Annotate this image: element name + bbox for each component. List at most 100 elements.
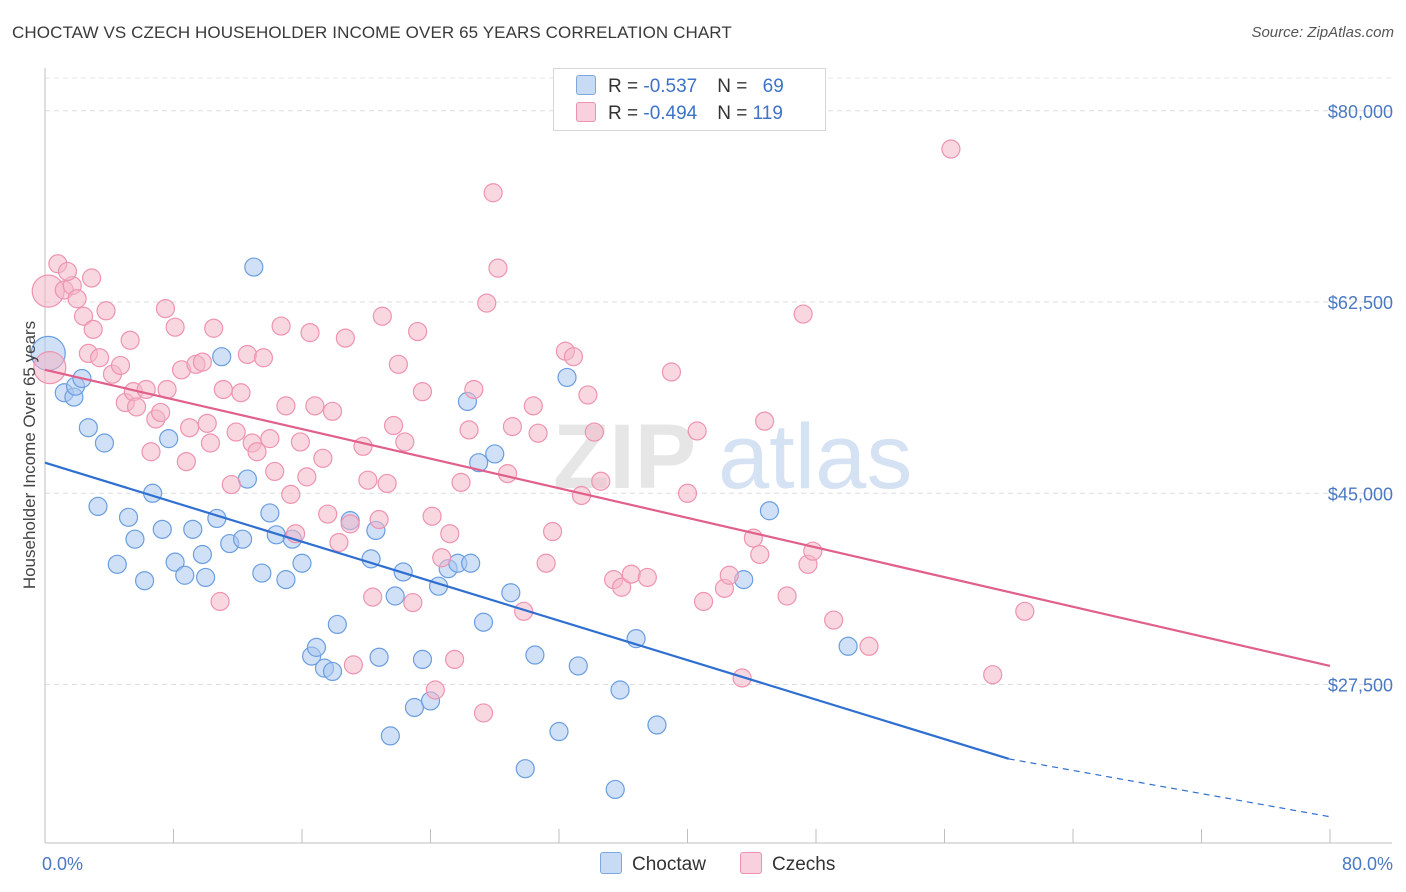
point-choctaw	[252, 563, 272, 583]
point-czechs	[343, 655, 363, 675]
point-choctaw	[107, 554, 127, 574]
point-choctaw	[292, 553, 312, 573]
point-czechs	[750, 544, 770, 565]
point-czechs	[179, 418, 200, 438]
point-czechs	[136, 379, 156, 400]
point-czechs	[637, 567, 657, 588]
point-choctaw	[469, 453, 489, 473]
point-czechs	[265, 461, 285, 482]
point-czechs	[200, 433, 221, 453]
point-choctaw	[165, 552, 185, 572]
point-czechs	[432, 548, 452, 568]
point-czechs	[96, 301, 116, 321]
point-czechs	[120, 330, 140, 350]
point-czechs	[155, 298, 176, 319]
point-czechs	[483, 183, 503, 203]
point-czechs	[498, 464, 518, 484]
point-choctaw	[306, 637, 327, 657]
x-tick-label: 0.0%	[42, 854, 83, 874]
point-choctaw	[549, 721, 569, 742]
point-czechs	[425, 680, 445, 700]
point-czechs	[57, 261, 78, 282]
point-choctaw	[78, 418, 98, 438]
point-choctaw	[192, 544, 213, 565]
point-choctaw	[412, 649, 433, 670]
point-czechs	[90, 348, 110, 368]
point-czechs	[584, 422, 604, 442]
bottom-legend-label-choctaw: Choctaw	[632, 854, 706, 875]
point-choctaw	[237, 469, 257, 489]
legend-n-value: 119	[752, 103, 783, 124]
x-tick-labels: 0.0% 80.0%	[42, 854, 1393, 874]
point-choctaw	[183, 519, 203, 539]
bottom-legend-swatch-czechs	[740, 852, 762, 874]
point-czechs	[477, 293, 497, 313]
legend-swatch-choctaw	[576, 75, 596, 95]
y-tick-label: $80,000	[1328, 102, 1393, 122]
point-choctaw	[260, 503, 280, 523]
point-czechs	[213, 379, 233, 400]
point-czechs	[197, 413, 217, 433]
x-tick-label: 80.0%	[1342, 854, 1393, 874]
point-czechs	[983, 665, 1003, 685]
point-czechs	[81, 268, 102, 288]
point-czechs	[661, 362, 682, 382]
point-czechs	[377, 473, 397, 494]
bottom-legend-choctaw: Choctaw	[600, 852, 706, 876]
point-czechs	[719, 565, 739, 585]
point-czechs	[204, 318, 224, 338]
point-choctaw	[380, 726, 400, 746]
point-czechs	[793, 304, 813, 324]
point-czechs	[192, 352, 213, 372]
point-czechs	[221, 474, 241, 495]
point-czechs	[488, 258, 508, 278]
point-czechs	[514, 601, 534, 621]
point-czechs	[210, 591, 230, 612]
point-czechs	[260, 429, 280, 449]
legend-r-value: -0.537	[643, 76, 698, 97]
bottom-legend-swatch-choctaw	[600, 852, 622, 874]
point-czechs	[226, 422, 246, 442]
point-choctaw	[759, 501, 780, 521]
bottom-legend-label-czechs: Czechs	[772, 854, 836, 875]
legend-row-czechs: R = -0.494 N = 119	[576, 102, 783, 128]
point-choctaw	[473, 612, 494, 632]
point-czechs	[444, 649, 465, 670]
point-choctaw	[88, 496, 108, 516]
legend-r-value: -0.494	[643, 103, 698, 124]
point-choctaw	[94, 433, 115, 453]
point-choctaw	[605, 779, 625, 800]
point-czechs	[528, 423, 548, 443]
point-choctaw	[175, 565, 195, 585]
point-czechs	[151, 402, 171, 423]
point-choctaw	[327, 614, 347, 635]
point-czechs	[300, 323, 320, 343]
legend-n-label: N =	[717, 76, 753, 97]
point-czechs	[591, 471, 611, 491]
point-czechs	[318, 504, 338, 524]
point-czechs	[388, 354, 408, 374]
point-czechs	[247, 442, 267, 462]
point-choctaw	[557, 367, 577, 388]
chart-title: CHOCTAW VS CZECH HOUSEHOLDER INCOME OVER…	[12, 23, 732, 42]
point-czechs	[941, 139, 961, 159]
point-czechs	[353, 436, 373, 456]
legend-swatch-czechs	[576, 102, 596, 122]
trend-line-czechs	[44, 368, 1331, 668]
point-czechs	[329, 532, 349, 553]
point-czechs	[110, 355, 131, 376]
point-czechs	[621, 564, 641, 584]
legend-row-choctaw: R = -0.537 N = 69	[576, 75, 784, 101]
y-tick-label: $62,500	[1328, 293, 1393, 313]
point-czechs	[412, 382, 433, 402]
point-czechs	[313, 448, 333, 468]
point-choctaw	[152, 519, 172, 539]
point-czechs	[297, 467, 317, 487]
legend-r-label: R =	[608, 76, 644, 97]
y-tick-label: $27,500	[1328, 676, 1393, 696]
legend-n-label: N =	[717, 103, 753, 124]
point-choctaw	[276, 570, 296, 590]
point-choctaw	[461, 553, 481, 573]
point-choctaw	[125, 529, 145, 549]
